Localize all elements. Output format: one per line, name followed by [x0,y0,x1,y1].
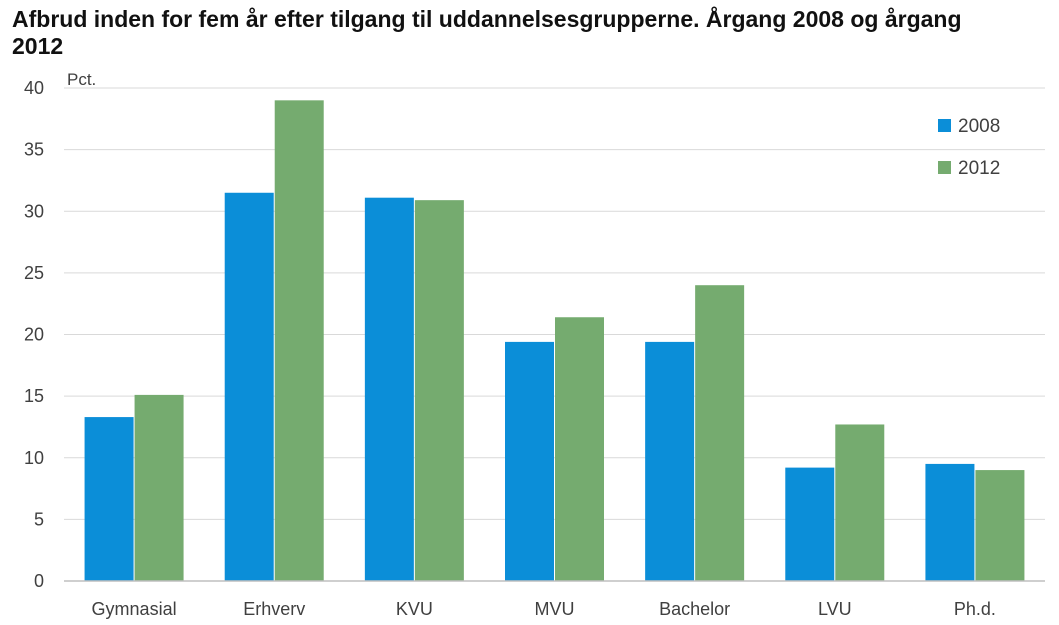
x-tick-label: Bachelor [659,599,730,619]
bar-2008-kvu [364,197,414,581]
bar-2012-lvu [835,424,885,581]
y-tick-label: 10 [24,448,44,468]
y-axis-unit-label: Pct. [67,70,96,89]
legend-swatch-2008 [938,119,951,132]
bar-2008-mvu [505,341,554,581]
y-tick-label: 35 [24,140,44,160]
chart-title: Afbrud inden for fem år efter tilgang ti… [12,6,962,59]
legend-swatch-2012 [938,161,951,174]
legend-label-2012: 2012 [958,158,1000,179]
y-tick-label: 25 [24,263,44,283]
y-tick-label: 5 [34,509,44,529]
legend-label-2008: 2008 [958,116,1000,137]
x-tick-label: Erhverv [243,599,305,619]
y-axis-ticks: 0 5 10 15 20 25 30 35 40 [24,78,44,591]
y-tick-label: 40 [24,78,44,98]
bar-2012-mvu [555,317,604,581]
legend: 2008 2012 [938,116,1000,179]
bar-2008-phd [925,463,975,581]
x-axis-ticks: Gymnasial Erhverv KVU MVU Bachelor LVU Ph.d. [92,599,996,619]
bar-2008-bachelor [645,341,695,581]
x-tick-label: Ph.d. [954,599,996,619]
y-tick-label: 30 [24,201,44,221]
x-tick-label: LVU [818,599,852,619]
bar-2012-bachelor [695,285,745,581]
bar-2012-kvu [414,200,464,581]
x-tick-label: KVU [396,599,433,619]
bar-2012-gymnasial [134,394,184,581]
x-tick-label: Gymnasial [92,599,177,619]
bar-2008-erhverv [224,192,274,581]
y-tick-label: 0 [34,571,44,591]
gridlines [64,87,1045,520]
bar-2012-erhverv [274,100,324,581]
bar-2008-gymnasial [84,417,134,581]
bars [84,100,1025,581]
y-tick-label: 20 [24,325,44,345]
y-tick-label: 15 [24,386,44,406]
bar-2012-phd [975,470,1025,581]
bar-2008-lvu [785,467,835,581]
x-tick-label: MVU [535,599,575,619]
